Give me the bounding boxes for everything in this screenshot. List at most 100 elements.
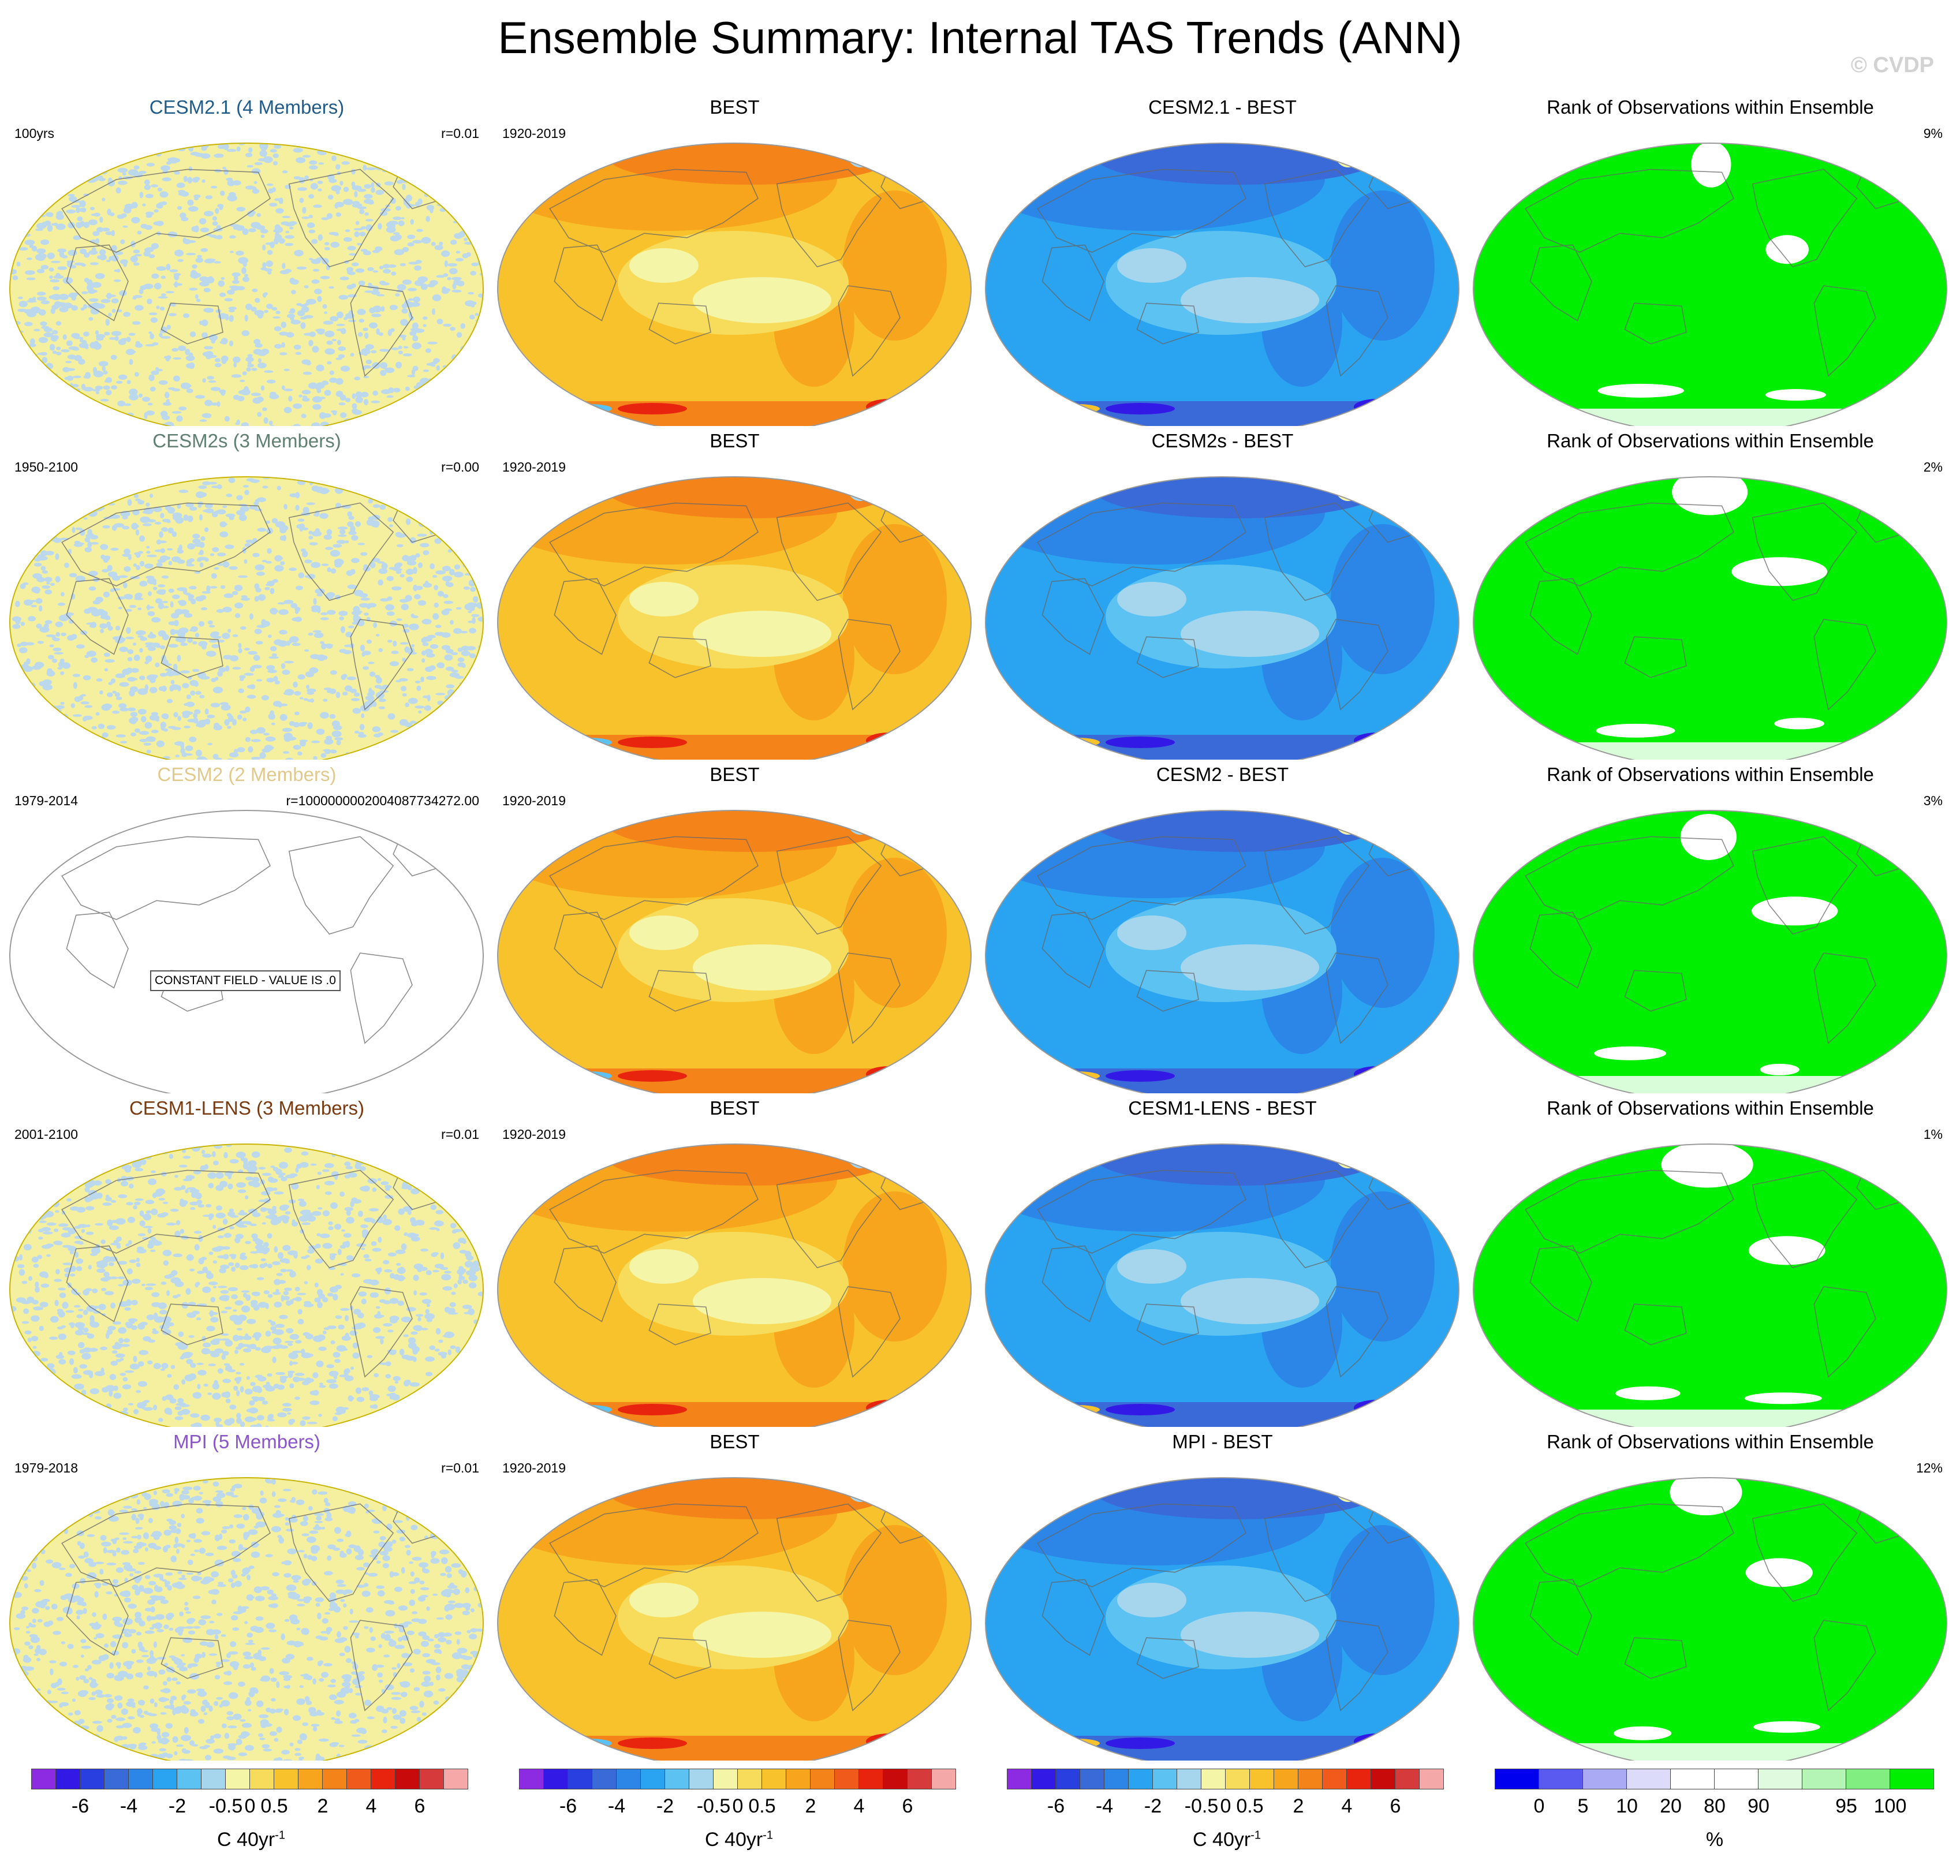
colorbar-swatch [713, 1769, 738, 1789]
panel-title: CESM2s - BEST [979, 429, 1466, 453]
period-label: 1920-2019 [502, 459, 566, 475]
colorbar-swatch [1225, 1769, 1250, 1789]
panel-title: MPI (5 Members) [3, 1430, 491, 1453]
panel-title: MPI - BEST [979, 1430, 1466, 1453]
period-label: 100yrs [14, 126, 54, 141]
colorbar-swatch [1177, 1769, 1201, 1789]
colorbar-swatch [201, 1769, 226, 1789]
colorbar-swatch [616, 1769, 641, 1789]
colorbar-swatch [1274, 1769, 1298, 1789]
colorbar-swatch [1346, 1769, 1371, 1789]
pattern-correlation-label: r=0.01 [441, 1127, 479, 1142]
colorbar-tick-label: 80 [1704, 1795, 1726, 1818]
colorbar-tick-label: 0 [245, 1795, 256, 1818]
world-map-rank [1466, 426, 1954, 760]
colorbar-swatch [177, 1769, 201, 1789]
colorbar-swatch [1714, 1769, 1759, 1789]
world-map-diff [979, 92, 1466, 426]
colorbar-swatch [1298, 1769, 1323, 1789]
colorbar-swatch [443, 1769, 468, 1789]
colorbar-unit: % [1495, 1829, 1934, 1851]
period-label: 1920-2019 [502, 1127, 566, 1142]
rank-percent-label: 3% [1924, 793, 1943, 809]
colorbar-tick-label: 2 [318, 1795, 328, 1818]
world-map-rank [1466, 760, 1954, 1093]
colorbar-tick-label: 20 [1660, 1795, 1682, 1818]
colorbar-swatch [786, 1769, 811, 1789]
colorbar-swatch [128, 1769, 153, 1789]
constant-field-note: CONSTANT FIELD - VALUE IS .0 [150, 970, 341, 991]
colorbar-swatch [519, 1769, 544, 1789]
colorbar-swatch [298, 1769, 323, 1789]
colorbar-swatch [1055, 1769, 1080, 1789]
map-panel-diff: CESM2.1 - BEST [979, 92, 1466, 426]
colorbar-swatch [1201, 1769, 1226, 1789]
period-label: 1920-2019 [502, 1460, 566, 1476]
colorbar-swatch [225, 1769, 250, 1789]
colorbar-tick-label: 5 [1578, 1795, 1589, 1818]
cvdp-watermark: © CVDP [1851, 53, 1934, 78]
rank-percent-label: 2% [1924, 459, 1943, 475]
world-map-obs [491, 1427, 979, 1761]
panel-title: CESM2 - BEST [979, 763, 1466, 786]
colorbar-swatch [883, 1769, 908, 1789]
world-map-diff [979, 760, 1466, 1093]
colorbar-swatch [1419, 1769, 1444, 1789]
pattern-correlation-label: r=0.01 [441, 126, 479, 141]
map-panel-diff: CESM1-LENS - BEST [979, 1093, 1466, 1427]
colorbar-swatch [858, 1769, 883, 1789]
colorbar-swatch [689, 1769, 714, 1789]
colorbar-swatch [640, 1769, 665, 1789]
colorbar-swatch [761, 1769, 786, 1789]
colorbar-tick-label: -4 [608, 1795, 625, 1818]
map-panel-diff: CESM2 - BEST [979, 760, 1466, 1093]
panel-title: Rank of Observations within Ensemble [1466, 429, 1954, 453]
colorbar-tick-label: 95 [1835, 1795, 1857, 1818]
colorbar-swatch [664, 1769, 689, 1789]
world-map-ensemble [3, 1427, 491, 1761]
colorbar-swatch [1626, 1769, 1671, 1789]
colorbar-tick-label: -0.5 [697, 1795, 731, 1818]
colorbar-tick-label: -0.5 [209, 1795, 243, 1818]
colorbar-tick-label: 0 [1220, 1795, 1231, 1818]
colorbar-swatch [55, 1769, 80, 1789]
colorbar-swatch [592, 1769, 617, 1789]
colorbar-tick-label: 2 [805, 1795, 816, 1818]
colorbar-swatch [80, 1769, 104, 1789]
colorbar-tick-label: 10 [1616, 1795, 1638, 1818]
pattern-correlation-label: r=1000000002004087734272.00 [286, 793, 479, 809]
colorbar-swatch [249, 1769, 274, 1789]
world-map-ensemble [3, 760, 491, 1093]
rank-percent-label: 12% [1916, 1460, 1943, 1476]
colorbar-unit: C 40yr-1 [1007, 1829, 1446, 1851]
pattern-correlation-label: r=0.00 [441, 459, 479, 475]
colorbar-swatch [152, 1769, 177, 1789]
colorbar-tick-label: 4 [1342, 1795, 1353, 1818]
colorbar-swatch [1152, 1769, 1177, 1789]
map-panel-diff: CESM2s - BEST [979, 426, 1466, 760]
period-label: 1979-2014 [14, 793, 78, 809]
colorbar-swatch [1031, 1769, 1056, 1789]
period-label: 1920-2019 [502, 126, 566, 141]
panel-title: Rank of Observations within Ensemble [1466, 96, 1954, 119]
colorbar-swatch [31, 1769, 56, 1789]
panel-title: Rank of Observations within Ensemble [1466, 1430, 1954, 1453]
world-map-obs [491, 1093, 979, 1427]
colorbar-tick-label: 6 [1390, 1795, 1401, 1818]
colorbar-tick-label: 2 [1293, 1795, 1304, 1818]
colorbar-swatch [1371, 1769, 1395, 1789]
colorbar-tick-label: -2 [169, 1795, 186, 1818]
colorbar-tick-label: 0 [733, 1795, 744, 1818]
period-label: 1979-2018 [14, 1460, 78, 1476]
colorbar-swatch [1495, 1769, 1539, 1789]
